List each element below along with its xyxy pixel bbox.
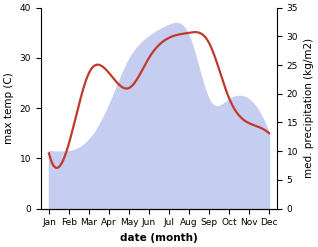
Y-axis label: max temp (C): max temp (C) <box>4 72 14 144</box>
X-axis label: date (month): date (month) <box>120 233 198 243</box>
Y-axis label: med. precipitation (kg/m2): med. precipitation (kg/m2) <box>304 38 314 178</box>
